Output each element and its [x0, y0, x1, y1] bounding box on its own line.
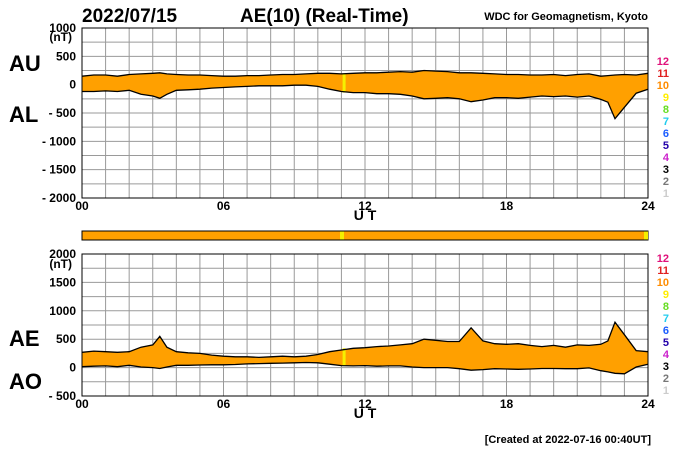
- panel-ae-ao-xticks: 00 06 12 18 24: [75, 397, 655, 411]
- data-gap-marker: [342, 73, 346, 93]
- x-tick-label: 06: [217, 199, 231, 213]
- station-legend-item: 5: [663, 140, 669, 152]
- x-tick-label: 00: [75, 199, 89, 213]
- station-legend-item: 9: [663, 289, 669, 301]
- station-legend-item: 3: [663, 361, 669, 373]
- panel-au-al-grid: [82, 28, 648, 198]
- label-al: AL: [9, 102, 38, 127]
- x-tick-label: 06: [217, 397, 231, 411]
- panel-au-al-fill: [82, 70, 648, 119]
- y-tick-label: 1500: [49, 275, 76, 289]
- station-legend-item: 8: [663, 301, 669, 313]
- station-legend-item: 2: [663, 373, 669, 385]
- station-legend-item: 1: [663, 188, 669, 200]
- panel-ae-ao-lines: [81, 320, 649, 375]
- series-line-ao: [81, 361, 649, 375]
- station-status-bar: [81, 230, 649, 241]
- x-tick-label: 18: [500, 199, 514, 213]
- station-legend-item: 6: [663, 325, 669, 337]
- panel-ae-ao-yticks: 2000 1500 1000 500 0 - 500: [49, 247, 77, 403]
- panel-ae-ao-xlabel: U T: [354, 405, 377, 421]
- station-bar-marker: [340, 231, 344, 240]
- station-legend-item: 2: [663, 176, 669, 188]
- x-tick-label: 24: [641, 199, 655, 213]
- panel-au-al-yticks: 1000 500 0 - 500 - 1000 - 1500 - 2000: [42, 21, 76, 205]
- created-timestamp: [Created at 2022-07-16 00:40UT]: [485, 434, 652, 446]
- area-band: [82, 70, 648, 119]
- chart-title: AE(10) (Real-Time): [240, 6, 409, 27]
- y-tick-label: 1000: [49, 21, 76, 35]
- station-legend-item: 3: [663, 164, 669, 176]
- station-legend-item: 4: [663, 152, 670, 164]
- panel-au-al-highlights: [342, 73, 346, 93]
- y-tick-label: 0: [69, 78, 76, 92]
- station-legend-item: 8: [663, 104, 669, 116]
- y-tick-label: 500: [56, 49, 76, 63]
- station-legend-item: 10: [657, 80, 669, 92]
- station-legend-item: 1: [663, 385, 669, 397]
- series-line-au: [81, 69, 649, 77]
- y-tick-label: 0: [69, 361, 76, 375]
- x-tick-label: 24: [641, 397, 655, 411]
- station-legend-item: 7: [663, 313, 669, 325]
- y-tick-label: - 2000: [42, 191, 76, 205]
- panel-ae-ao-highlights: [342, 348, 346, 366]
- station-bar-marker: [644, 231, 648, 240]
- y-tick-label: 1000: [49, 304, 76, 318]
- y-tick-label: 2000: [49, 247, 76, 261]
- panel-au-al-ylabel: (nT): [49, 30, 72, 44]
- panel-au-al-frame: [81, 27, 649, 199]
- y-tick-label: - 1000: [42, 134, 76, 148]
- station-legend-item: 11: [657, 68, 669, 80]
- panel-au-al-xticks: 00 06 12 18 24: [75, 199, 655, 213]
- station-legend-item: 4: [663, 349, 670, 361]
- y-tick-label: 500: [56, 332, 76, 346]
- panel-ae-ao-grid: [82, 254, 648, 396]
- label-au: AU: [9, 51, 41, 76]
- station-legend-item: 7: [663, 116, 669, 128]
- x-tick-label: 18: [500, 397, 514, 411]
- x-tick-label: 12: [358, 199, 372, 213]
- y-tick-label: - 500: [49, 389, 77, 403]
- data-gap-marker: [342, 348, 346, 366]
- series-line-ae: [81, 320, 649, 359]
- station-legend-item: 10: [657, 277, 669, 289]
- x-tick-label: 00: [75, 397, 89, 411]
- panel-au-al-lines: [81, 69, 649, 120]
- data-source: WDC for Geomagnetism, Kyoto: [484, 11, 648, 23]
- station-legend-item: 12: [657, 253, 669, 265]
- panel-ae-ao-ylabel: (nT): [49, 257, 72, 271]
- station-legend-item: 9: [663, 92, 669, 104]
- y-tick-label: - 1500: [42, 163, 76, 177]
- chart-date: 2022/07/15: [82, 6, 178, 27]
- x-tick-label: 12: [358, 397, 372, 411]
- station-legend-item: 5: [663, 337, 669, 349]
- label-ae: AE: [9, 326, 40, 351]
- panel-au-al-xlabel: U T: [354, 207, 377, 223]
- station-legend-item: 11: [657, 265, 669, 277]
- y-tick-label: - 500: [49, 106, 77, 120]
- label-ao: AO: [9, 369, 42, 394]
- series-line-al: [82, 84, 649, 120]
- station-legend-item: 12: [657, 56, 669, 68]
- panel-ae-ao-frame: [81, 253, 649, 397]
- station-legend-item: 6: [663, 128, 669, 140]
- station-status-bar-highlights: [340, 231, 648, 240]
